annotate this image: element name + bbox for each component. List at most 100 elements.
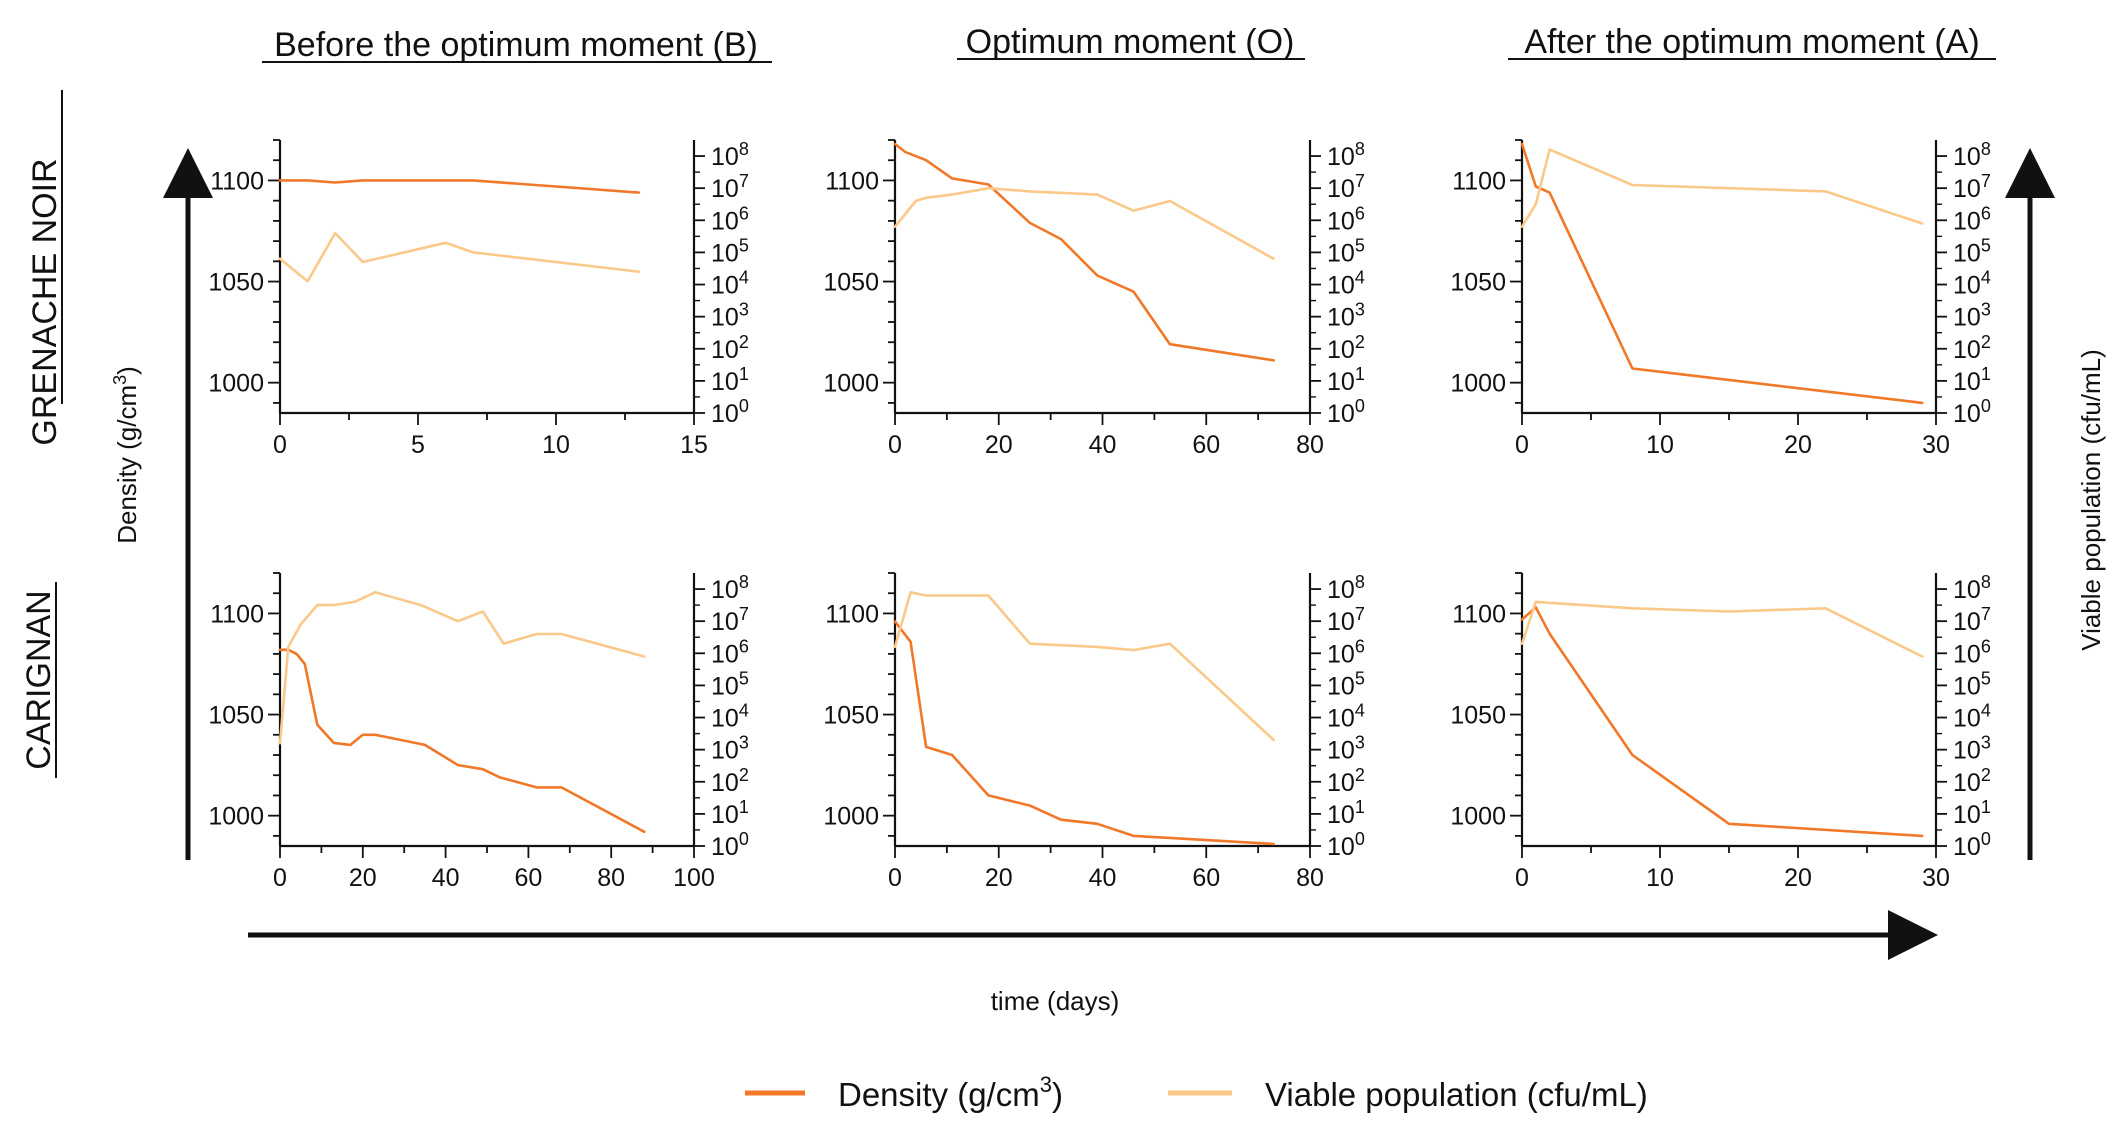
x-tick-label: 10 — [1646, 864, 1674, 892]
density-series-line — [893, 142, 1275, 362]
y2-tick-exponent: 7 — [1981, 171, 1991, 191]
column-title-optimum: Optimum moment (O) — [966, 23, 1295, 61]
row-title-carignan: CARIGNAN — [20, 590, 58, 769]
y2-tick-exponent: 1 — [739, 364, 749, 384]
y2-tick-exponent: 0 — [1355, 829, 1365, 849]
y2-tick-label: 106 — [1327, 203, 1365, 235]
x-tick-label: 40 — [1089, 864, 1117, 892]
y2-tick-label: 104 — [1953, 268, 1991, 300]
y2-tick-label: 106 — [1953, 203, 1991, 235]
legend-density-sup: 3 — [1040, 1072, 1052, 1097]
y2-tick-exponent: 8 — [1355, 572, 1365, 592]
left-axis-title-sup: 3 — [110, 375, 130, 385]
x-tick-label: 0 — [1515, 864, 1529, 892]
y2-tick-exponent: 6 — [1355, 203, 1365, 223]
y2-tick-label: 100 — [711, 396, 749, 428]
y2-tick-label: 107 — [1953, 171, 1991, 203]
x-tick-label: 100 — [673, 864, 715, 892]
left-axis-title-prefix: Density (g/cm — [112, 385, 142, 544]
x-tick-label: 80 — [597, 864, 625, 892]
legend-density-label: Density (g/cm3) — [838, 1072, 1063, 1113]
y-tick-label: 1000 — [823, 803, 879, 831]
y-tick-label: 1100 — [1452, 600, 1506, 628]
density-series-line — [1520, 142, 1924, 405]
y2-tick-label: 103 — [711, 733, 749, 765]
viable-population-series-line — [278, 590, 646, 745]
y2-tick-exponent: 5 — [1355, 235, 1365, 255]
y-tick-label: 1000 — [1450, 370, 1506, 398]
column-titles: Before the optimum moment (B) Optimum mo… — [262, 23, 1996, 64]
y2-tick-exponent: 2 — [739, 332, 749, 352]
y2-tick-exponent: 4 — [1355, 268, 1365, 288]
y2-tick-exponent: 2 — [1355, 332, 1365, 352]
y-tick-label: 1050 — [1450, 702, 1506, 730]
y2-tick-label: 104 — [711, 268, 749, 300]
y-tick-label: 1050 — [1450, 269, 1506, 297]
y2-tick-exponent: 5 — [739, 235, 749, 255]
x-tick-label: 40 — [432, 864, 460, 892]
x-tick-label: 0 — [1515, 431, 1529, 459]
right-axis-title: Viable population (cfu/mL) — [2076, 349, 2106, 651]
y2-tick-label: 102 — [1327, 332, 1365, 364]
y2-tick-label: 100 — [1327, 829, 1365, 861]
viable-population-series-line — [1520, 600, 1924, 658]
y2-tick-label: 108 — [1953, 572, 1991, 604]
y2-tick-exponent: 4 — [1355, 701, 1365, 721]
y2-tick-exponent: 0 — [739, 396, 749, 416]
density-series-line — [893, 620, 1275, 846]
y2-tick-exponent: 0 — [1355, 396, 1365, 416]
x-tick-label: 0 — [888, 864, 902, 892]
y2-tick-exponent: 6 — [1981, 636, 1991, 656]
left-axis-title-suffix: ) — [112, 366, 142, 375]
y2-tick-exponent: 3 — [739, 300, 749, 320]
y2-tick-label: 106 — [1953, 636, 1991, 668]
y2-tick-exponent: 8 — [1981, 139, 1991, 159]
y2-tick-label: 102 — [1327, 765, 1365, 797]
y2-tick-exponent: 6 — [1355, 636, 1365, 656]
column-title-after: After the optimum moment (A) — [1524, 23, 1979, 61]
y2-tick-exponent: 3 — [1355, 733, 1365, 753]
y2-tick-label: 103 — [1953, 733, 1991, 765]
y2-tick-exponent: 6 — [739, 203, 749, 223]
y2-tick-label: 103 — [711, 300, 749, 332]
y2-tick-label: 101 — [1953, 364, 1991, 396]
y-tick-label: 1050 — [823, 702, 879, 730]
y2-tick-label: 103 — [1327, 300, 1365, 332]
x-tick-label: 5 — [411, 431, 425, 459]
y-tick-label: 1000 — [823, 370, 879, 398]
y2-tick-label: 107 — [1327, 171, 1365, 203]
y2-tick-exponent: 4 — [1981, 268, 1991, 288]
y2-tick-label: 100 — [1953, 396, 1991, 428]
y2-tick-label: 106 — [711, 636, 749, 668]
y2-tick-exponent: 2 — [739, 765, 749, 785]
y2-tick-exponent: 7 — [739, 171, 749, 191]
y2-tick-label: 108 — [1953, 139, 1991, 171]
y2-tick-exponent: 2 — [1981, 765, 1991, 785]
y2-tick-exponent: 6 — [739, 636, 749, 656]
y2-tick-label: 102 — [711, 332, 749, 364]
y2-tick-label: 108 — [1327, 572, 1365, 604]
y2-tick-exponent: 0 — [739, 829, 749, 849]
y2-tick-exponent: 1 — [1355, 364, 1365, 384]
y2-tick-exponent: 3 — [1981, 300, 1991, 320]
x-tick-label: 15 — [680, 431, 708, 459]
y-tick-label: 1100 — [210, 600, 264, 628]
column-title-before: Before the optimum moment (B) — [274, 26, 758, 64]
y2-tick-label: 105 — [711, 668, 749, 700]
y2-tick-label: 108 — [1327, 139, 1365, 171]
x-tick-label: 20 — [985, 864, 1013, 892]
y2-tick-exponent: 5 — [1355, 668, 1365, 688]
y2-tick-label: 100 — [1327, 396, 1365, 428]
viable-population-series-line — [893, 186, 1275, 261]
y-tick-label: 1000 — [208, 803, 264, 831]
y-tick-label: 1000 — [208, 370, 264, 398]
y2-tick-label: 102 — [1953, 765, 1991, 797]
legend-density-suffix: ) — [1052, 1076, 1063, 1113]
y2-tick-label: 101 — [711, 797, 749, 829]
y-tick-label: 1050 — [208, 702, 264, 730]
y2-tick-label: 105 — [1327, 668, 1365, 700]
legend-viable-label: Viable population (cfu/mL) — [1265, 1076, 1648, 1113]
